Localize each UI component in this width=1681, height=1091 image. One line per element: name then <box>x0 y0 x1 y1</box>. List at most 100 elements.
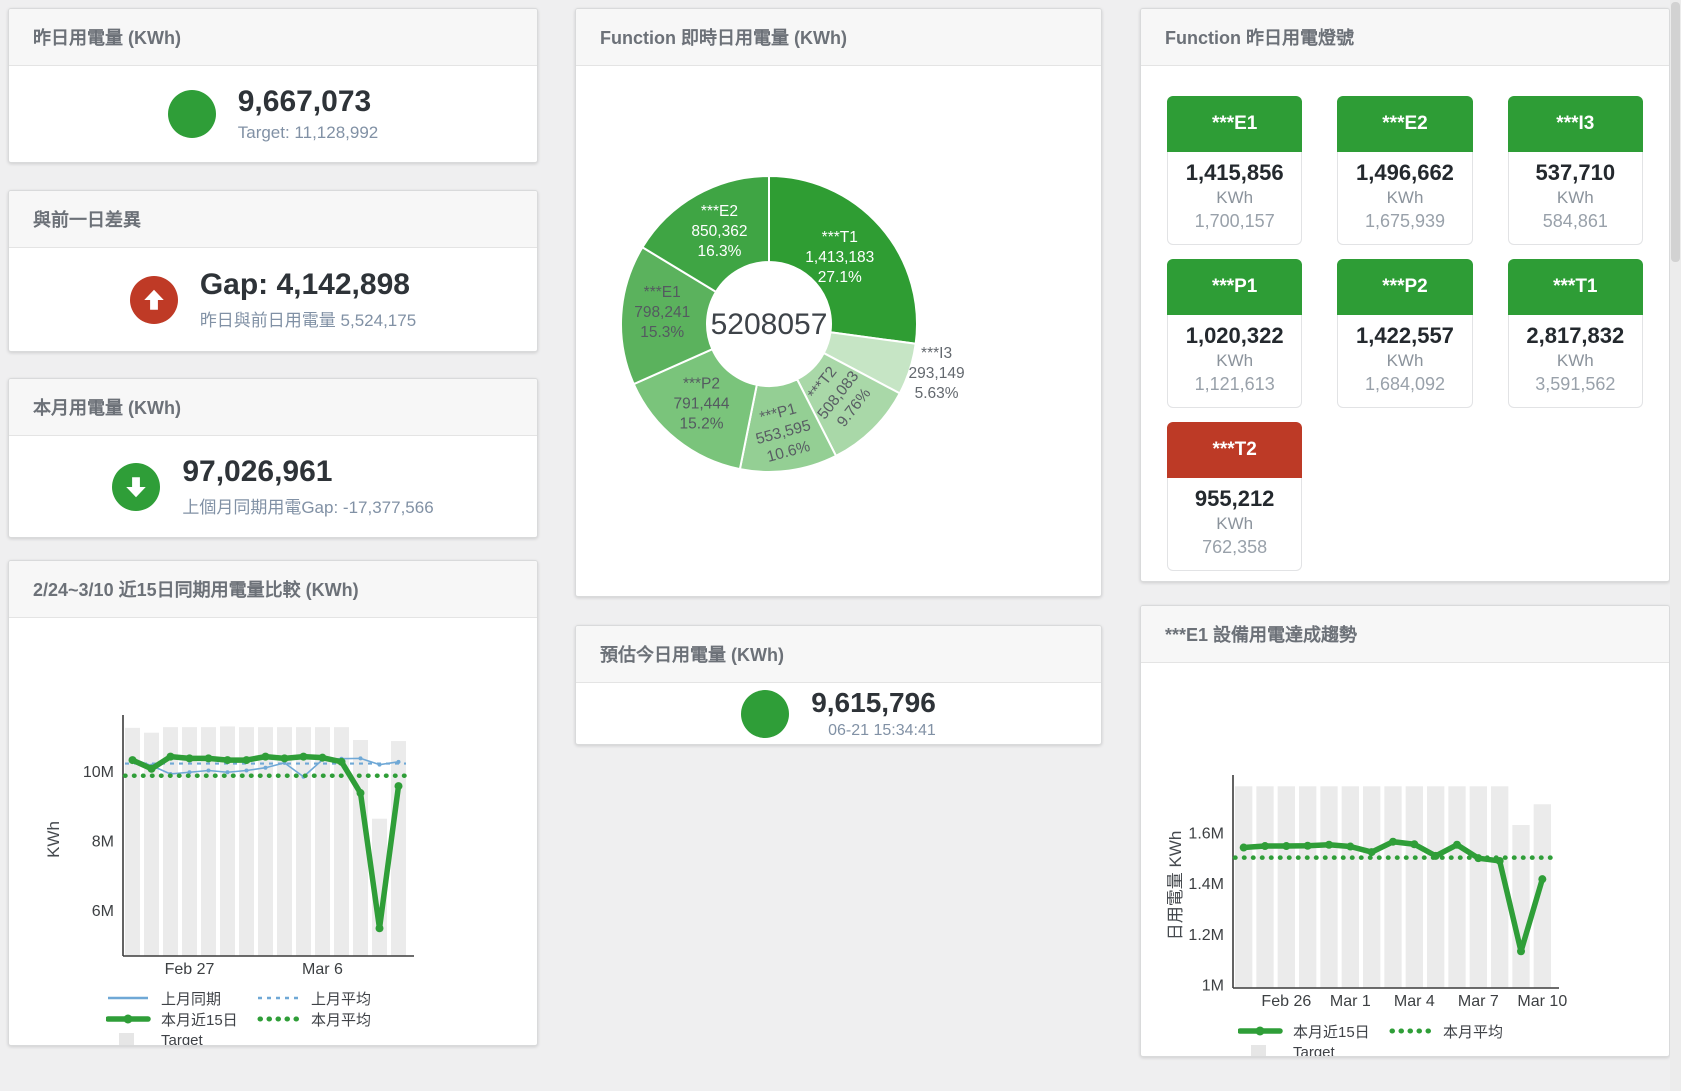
x-tick-label: Mar 4 <box>1394 993 1435 1010</box>
panel-today-estimate-title[interactable]: 預估今日用電量 (KWh) <box>576 626 1101 683</box>
panel-yesterday-usage: 昨日用電量 (KWh) 9,667,073 Target: 11,128,992 <box>8 8 538 163</box>
status-circle-icon <box>167 90 216 138</box>
light-tile-I3: ***I3 537,710 KWh 584,861 <box>1507 96 1643 245</box>
x-tick-label: Mar 6 <box>302 961 343 978</box>
legend-item-green-thick[interactable]: 本月近15日 <box>106 1009 256 1030</box>
e1-trend-legend: 本月近15日 本月平均 Target <box>1141 1018 1669 1056</box>
this-month-line <box>128 752 403 933</box>
compare-chart-svg[interactable]: 6M 8M 10M Feb 27 Mar 6 KWh <box>9 618 538 980</box>
light-tile-T1: ***T1 2,817,832 KWh 3,591,562 <box>1507 259 1643 408</box>
panel-yesterday-lights-title[interactable]: Function 昨日用電燈號 <box>1141 9 1669 66</box>
donut-center-total: 5208057 <box>711 308 828 341</box>
arrow-down-icon <box>112 462 161 511</box>
gray-square-icon <box>1251 1045 1266 1056</box>
legend-item-gray-square[interactable]: Target <box>106 1032 256 1046</box>
y-tick-label: 1.2M <box>1188 927 1224 944</box>
donut-slice-label-E2: ***E2 850,362 16.3% <box>691 203 747 260</box>
legend-row: 上月同期 上月平均 <box>106 988 537 1009</box>
legend-item-blue-line[interactable]: 上月同期 <box>106 988 256 1009</box>
light-tile-unit-P1: KWh <box>1216 351 1254 370</box>
light-tile-body-T2: 955,212 KWh 762,358 <box>1167 478 1303 571</box>
realtime-donut-chart[interactable]: ***T1 1,413,183 27.1% ***I3 293,149 5.63% ***T… <box>576 66 1102 596</box>
panel-day-gap-title[interactable]: 與前一日差異 <box>9 191 537 248</box>
lights-grid: ***E1 1,415,856 KWh 1,700,157 ***E2 1,496,662… <box>1141 66 1669 581</box>
x-tick-label: Feb 27 <box>165 961 215 978</box>
light-tile-unit-P2: KWh <box>1386 351 1424 370</box>
panel-month-usage-title[interactable]: 本月用電量 (KWh) <box>9 379 537 436</box>
y-tick-label: 1.4M <box>1188 876 1224 893</box>
light-tile-target-E1: 1,700,157 <box>1194 211 1275 231</box>
target-bars <box>125 726 406 956</box>
light-tile-E2: ***E2 1,496,662 KWh 1,675,939 <box>1337 96 1473 245</box>
status-circle-icon <box>741 689 790 738</box>
blue-line-icon <box>108 996 148 1000</box>
light-tile-header-T1: ***T1 <box>1507 259 1643 315</box>
column-middle: Function 即時日用電量 (KWh) ***T1 1,413,183 27.1… <box>575 8 1102 745</box>
arrow-up-icon <box>129 275 178 324</box>
y-tick-label: 1M <box>1202 977 1224 994</box>
column-right: Function 昨日用電燈號 ***E1 1,415,856 KWh 1,700,1… <box>1140 8 1670 1057</box>
green-thick-icon <box>1238 1026 1283 1036</box>
light-tile-body-T1: 2,817,832 KWh 3,591,562 <box>1507 315 1643 408</box>
panel-e1-trend: ***E1 設備用電達成趨勢 1M 1.2M 1.4M 1.6M Feb 26 Mar 1… <box>1140 605 1670 1057</box>
light-tile-unit-E1: KWh <box>1216 188 1254 207</box>
donut-slice-E2[interactable] <box>641 174 770 294</box>
light-tile-header-T2: ***T2 <box>1167 422 1303 478</box>
y-axis-label: 日用電量 KWh <box>1166 831 1185 941</box>
legend-item-green-thick[interactable]: 本月近15日 <box>1238 1021 1388 1042</box>
panel-compare-chart-title[interactable]: 2/24~3/10 近15日同期用電量比較 (KWh) <box>9 561 537 618</box>
light-tile-E1: ***E1 1,415,856 KWh 1,700,157 <box>1167 96 1303 245</box>
donut-slice-T1[interactable] <box>768 174 918 345</box>
legend-item-green-dot[interactable]: 本月平均 <box>1388 1021 1538 1042</box>
column-left: 昨日用電量 (KWh) 9,667,073 Target: 11,128,992… <box>8 8 538 1046</box>
panel-yesterday-usage-title[interactable]: 昨日用電量 (KWh) <box>9 9 537 66</box>
donut-svg[interactable]: ***T1 1,413,183 27.1%***I3 293,149 5.63%***T… <box>576 66 1102 596</box>
light-tile-unit-E2: KWh <box>1386 188 1424 207</box>
panel-yesterday-lights: Function 昨日用電燈號 ***E1 1,415,856 KWh 1,700,1… <box>1140 8 1670 582</box>
day-gap-sub: 昨日與前日用電量 5,524,175 <box>199 310 417 330</box>
day-gap-value: Gap: 4,142,898 <box>199 268 410 302</box>
x-tick-label: Mar 1 <box>1330 993 1371 1010</box>
legend-label: Target <box>161 1032 203 1046</box>
legend-label: 本月平均 <box>311 1012 372 1029</box>
scrollbar[interactable] <box>1670 0 1681 1091</box>
e1-trend-chart[interactable]: 1M 1.2M 1.4M 1.6M Feb 26 Mar 1 Mar 4 Mar 7 Mar 1… <box>1141 663 1669 1018</box>
light-tile-P1: ***P1 1,020,322 KWh 1,121,613 <box>1167 259 1303 408</box>
panel-day-gap: 與前一日差異 Gap: 4,142,898 昨日與前日用電量 5,524,175 <box>8 190 538 352</box>
light-tile-target-I3: 584,861 <box>1542 211 1608 231</box>
legend-label: 上月同期 <box>161 991 222 1008</box>
legend-item-gray-square[interactable]: Target <box>1238 1044 1388 1056</box>
light-tile-header-E1: ***E1 <box>1167 96 1303 152</box>
y-tick-label: 1.6M <box>1188 826 1224 843</box>
green-dot-icon <box>1389 1028 1433 1034</box>
y-tick-label: 6M <box>92 903 114 920</box>
scrollbar-thumb[interactable] <box>1671 2 1680 262</box>
gray-square-icon <box>119 1033 134 1045</box>
panel-realtime-donut-title[interactable]: Function 即時日用電量 (KWh) <box>576 9 1101 66</box>
light-tile-value-E1: 1,415,856 <box>1185 160 1284 185</box>
donut-slice-E1[interactable] <box>620 245 718 386</box>
panel-e1-trend-title[interactable]: ***E1 設備用電達成趨勢 <box>1141 606 1669 663</box>
light-tile-target-E2: 1,675,939 <box>1364 211 1446 231</box>
legend-label: 上月平均 <box>311 991 372 1008</box>
light-tile-body-E1: 1,415,856 KWh 1,700,157 <box>1167 152 1303 245</box>
x-tick-label: Mar 10 <box>1517 993 1567 1010</box>
light-tile-value-T1: 2,817,832 <box>1526 323 1625 348</box>
y-axis-label: KWh <box>44 821 63 858</box>
light-tile-header-E2: ***E2 <box>1337 96 1473 152</box>
compare-chart[interactable]: 6M 8M 10M Feb 27 Mar 6 KWh <box>9 618 537 985</box>
light-tile-value-E2: 1,496,662 <box>1356 160 1454 185</box>
today-estimate-value: 9,615,796 <box>811 686 936 718</box>
panel-today-estimate: 預估今日用電量 (KWh) 9,615,796 06-21 15:34:41 <box>575 625 1102 745</box>
legend-row: Target <box>106 1030 537 1046</box>
light-tile-value-P1: 1,020,322 <box>1185 323 1284 348</box>
legend-item-green-dot[interactable]: 本月平均 <box>256 1009 406 1030</box>
legend-label: 本月近15日 <box>161 1012 238 1029</box>
legend-item-blue-dot[interactable]: 上月平均 <box>256 988 406 1009</box>
x-tick-label: Mar 7 <box>1458 993 1499 1010</box>
donut-slice-label-I3: ***I3 293,149 5.63% <box>909 345 965 402</box>
donut-slice-label-P2: ***P2 791,444 15.2% <box>673 375 729 432</box>
legend-label: 本月平均 <box>1443 1024 1504 1041</box>
e1-trend-chart-svg[interactable]: 1M 1.2M 1.4M 1.6M Feb 26 Mar 1 Mar 4 Mar 7 Mar 1… <box>1141 663 1670 1013</box>
legend-row: 本月近15日 本月平均 <box>106 1009 537 1030</box>
